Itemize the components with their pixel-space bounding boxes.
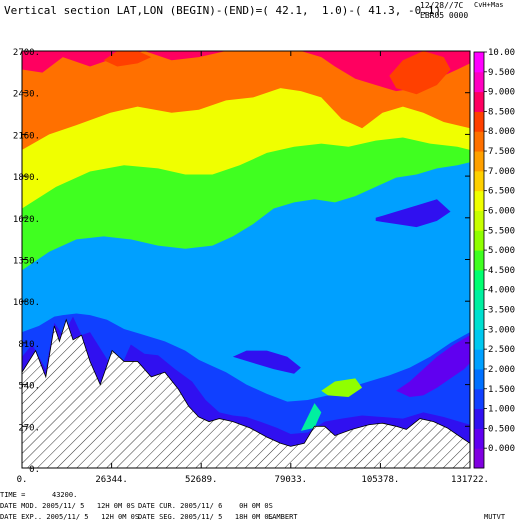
colorbar-label: 3.500 [488, 306, 515, 316]
colorbar-label: 5.500 [488, 226, 515, 236]
chart-title: Vertical section LAT,LON (BEGIN)-(END)=(… [4, 4, 442, 17]
y-tick-label: 0. [29, 465, 40, 475]
colorbar-swatch [474, 368, 484, 390]
colorbar-swatch [474, 388, 484, 410]
terrain [21, 318, 471, 469]
colorbar-label: 6.000 [488, 206, 515, 216]
field-patch-2 [375, 199, 451, 228]
field-patch-1 [232, 350, 301, 374]
colorbar-label: 0.000 [488, 444, 515, 454]
field-band-5 [22, 51, 470, 92]
colorbar-label: 1.500 [488, 385, 515, 395]
colorbar-label: 0.500 [488, 424, 515, 434]
y-tick-label: 270. [18, 423, 40, 433]
colorbar-swatch [474, 349, 484, 370]
colorbar-swatch [474, 151, 484, 172]
colorbar-swatch [474, 170, 484, 192]
colorbar-label: 1.000 [488, 405, 515, 415]
field-patch-6 [300, 403, 322, 431]
y-tick-label: 810. [18, 340, 40, 350]
x-tick-label: 105378. [361, 475, 399, 485]
run-name: EBRO5 0000 [420, 11, 469, 20]
colorbar-swatch [474, 131, 484, 152]
colorbar-label: 5.000 [488, 246, 515, 256]
date-cur: DATE CUR. 2005/11/ 6 0H 0M 0S [138, 502, 273, 510]
x-tick-label: 26344. [95, 475, 128, 485]
colorbar-swatch [474, 250, 484, 271]
y-tick-label: 2430. [13, 90, 40, 100]
y-tick-label: 1080. [13, 298, 40, 308]
y-tick-label: 2160. [13, 131, 40, 141]
colorbar-label: 2.000 [488, 365, 515, 375]
colorbar-label: 9.500 [488, 68, 515, 78]
field-patch-4 [103, 51, 152, 67]
colorbar-label: 8.500 [488, 107, 515, 117]
x-tick-label: 131722. [451, 475, 489, 485]
colorbar-label: 7.000 [488, 167, 515, 177]
colorbar-swatch [474, 91, 484, 112]
colorbar-swatch [474, 190, 484, 211]
colorbar-swatch [474, 71, 484, 93]
x-tick-label: 0. [17, 475, 28, 485]
colorbar-label: 7.500 [488, 147, 515, 157]
projection-label: LAMBERT [268, 513, 298, 521]
field-patch-0 [396, 335, 470, 397]
time-value: 43200. [52, 491, 78, 499]
field-patch-3 [389, 51, 451, 95]
colorbar-swatch [474, 269, 484, 291]
run-code: 12/28//7C [420, 1, 464, 10]
colorbar-label: 9.000 [488, 88, 515, 98]
colorbar-label: 6.500 [488, 187, 515, 197]
colorbar-label: 4.000 [488, 286, 515, 296]
date-exp: DATE EXP.. 2005/11/ 5 12H 0M 0S [0, 513, 140, 521]
field-name: MUTVT [484, 513, 506, 521]
y-tick-label: 1350. [13, 257, 40, 267]
field-patch-5 [321, 378, 363, 397]
x-tick-label: 52689. [185, 475, 218, 485]
date-mod: DATE MOD. 2005/11/ 5 12H 0M 0S [0, 502, 135, 510]
colorbar-label: 3.000 [488, 325, 515, 335]
colorbar-swatch [474, 289, 484, 311]
colorbar-frame [473, 51, 485, 469]
header-tag: CvH+Mas [474, 1, 504, 9]
colorbar-label: 2.500 [488, 345, 515, 355]
colorbar-swatch [474, 408, 484, 429]
colorbar-swatch [474, 428, 484, 449]
colorbar-swatch [474, 230, 484, 251]
colorbar-label: 8.000 [488, 127, 515, 137]
time-label: TIME = [0, 491, 26, 499]
date-seg: DATE SEG. 2005/11/ 5 18H 0M 0S [138, 513, 273, 521]
x-tick-label: 79033. [275, 475, 308, 485]
colorbar-swatch [474, 309, 484, 330]
colorbar-swatch [474, 52, 484, 73]
y-tick-label: 1890. [13, 173, 40, 183]
y-tick-label: 540. [18, 382, 40, 392]
y-tick-label: 1620. [13, 215, 40, 225]
colorbar-swatch [474, 210, 484, 231]
y-tick-label: 2700. [13, 48, 40, 58]
colorbar-swatch [474, 111, 484, 132]
colorbar-label: 10.00 [488, 48, 515, 58]
colorbar-swatch [474, 448, 484, 469]
colorbar-label: 4.500 [488, 266, 515, 276]
colorbar-swatch [474, 329, 484, 350]
